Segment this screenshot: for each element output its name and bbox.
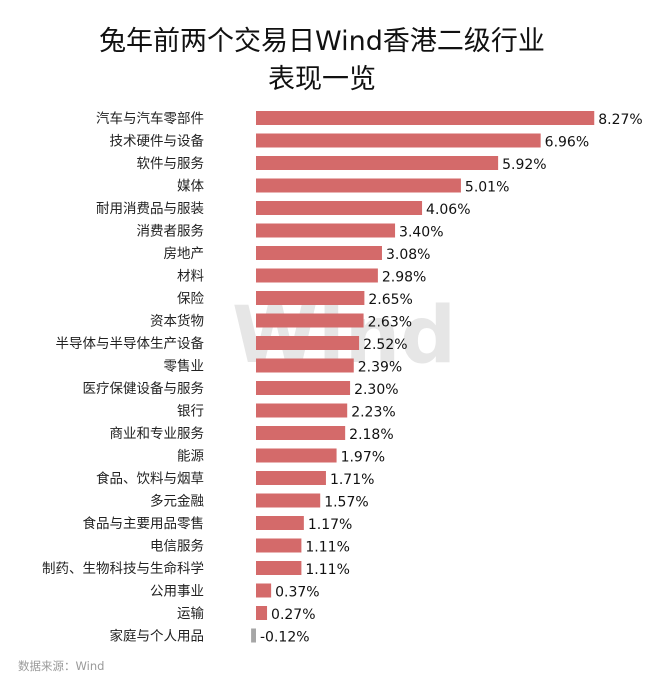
bar (256, 448, 337, 463)
value-label: 4.06% (426, 202, 470, 218)
value-label: 1.57% (324, 495, 368, 511)
value-label: 1.11% (305, 540, 349, 556)
bar (256, 606, 268, 620)
value-label: 1.11% (305, 562, 349, 578)
value-label: 0.37% (275, 585, 319, 601)
category-label: 保险 (177, 291, 204, 307)
category-label: 媒体 (177, 179, 204, 195)
value-label: 2.18% (349, 427, 393, 443)
category-label: 消费者服务 (137, 224, 205, 240)
category-label: 电信服务 (150, 539, 204, 555)
category-label: 商业和专业服务 (110, 426, 205, 442)
value-label: 2.63% (368, 315, 412, 331)
value-label: 1.97% (341, 450, 385, 466)
category-label: 银行 (177, 404, 204, 420)
value-label: 2.65% (368, 292, 412, 308)
bars-group: 汽车与汽车零部件 8.27% 技术硬件与设备 6.96% 软件与服务 5.92% 媒体 5.0… (42, 110, 643, 646)
bar (256, 583, 272, 598)
category-label: 软件与服务 (137, 156, 205, 172)
value-label: 2.52% (363, 337, 407, 353)
bar (256, 178, 461, 193)
chart-title-line-1: 兔年前两个交易日Wind香港二级行业 (99, 26, 545, 57)
category-label: 能源 (177, 449, 204, 465)
category-label: 医疗保健设备与服务 (83, 380, 205, 397)
category-label: 房地产 (164, 246, 205, 262)
value-label: 0.27% (271, 607, 315, 623)
bar (256, 561, 302, 575)
category-label: 食品、饮料与烟草 (96, 470, 204, 487)
category-label: 食品与主要用品零售 (83, 515, 205, 532)
value-label: 2.39% (358, 360, 402, 376)
value-label: 3.40% (399, 225, 443, 241)
value-label: 8.27% (598, 112, 642, 128)
value-label: 2.98% (382, 270, 426, 286)
category-label: 材料 (177, 269, 204, 285)
bar (256, 111, 595, 125)
category-label: 运输 (177, 606, 204, 622)
value-label: 6.96% (545, 135, 589, 151)
category-label: 家庭与个人用品 (110, 628, 205, 645)
bar (256, 223, 396, 238)
bar (256, 313, 364, 328)
bar (256, 358, 354, 373)
value-label: 3.08% (386, 247, 430, 263)
bar (256, 268, 378, 283)
bar (251, 628, 256, 643)
bar (256, 156, 499, 170)
category-label: 半导体与半导体生产设备 (56, 335, 205, 352)
category-label: 制药、生物科技与生命科学 (42, 560, 204, 577)
category-label: 公用事业 (150, 584, 204, 600)
bar (256, 493, 321, 508)
chart-title-line-2: 表现一览 (268, 64, 376, 95)
value-label: 1.71% (330, 472, 374, 488)
category-label: 零售业 (164, 359, 205, 375)
bar (256, 471, 326, 485)
category-label: 多元金融 (150, 493, 204, 510)
bar (256, 403, 348, 418)
bar (256, 516, 304, 530)
category-label: 耐用消费品与服装 (96, 201, 204, 217)
bar (256, 426, 346, 440)
bar (256, 381, 351, 395)
bar (256, 133, 541, 148)
category-label: 汽车与汽车零部件 (96, 110, 204, 127)
value-label: 1.17% (308, 517, 352, 533)
bar (256, 336, 360, 350)
value-label: 2.23% (351, 405, 395, 421)
category-label: 资本货物 (150, 313, 204, 330)
value-label: 5.92% (502, 157, 546, 173)
category-label: 技术硬件与设备 (110, 133, 205, 150)
source-note: 数据来源：Wind (18, 659, 104, 673)
bar (256, 201, 423, 215)
value-label: 5.01% (465, 180, 509, 196)
bar (256, 538, 302, 553)
value-label: -0.12% (260, 630, 310, 646)
bar (256, 246, 382, 260)
value-label: 2.30% (354, 382, 398, 398)
bar (256, 291, 365, 305)
